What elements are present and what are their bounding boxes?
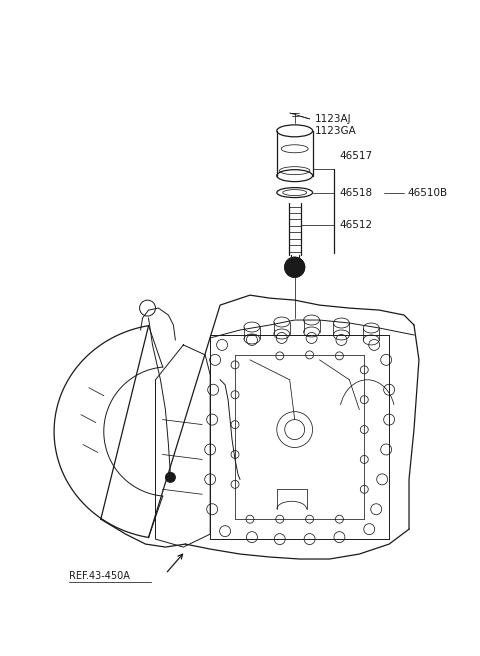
Circle shape [166,472,175,482]
Text: 46512: 46512 [339,220,372,230]
Circle shape [285,257,305,277]
Text: 46518: 46518 [339,188,372,197]
Text: 46510B: 46510B [407,188,447,197]
Text: REF.43-450A: REF.43-450A [69,571,130,581]
Text: 46517: 46517 [339,151,372,161]
Text: 1123GA: 1123GA [314,126,356,136]
Text: 1123AJ: 1123AJ [314,114,351,124]
